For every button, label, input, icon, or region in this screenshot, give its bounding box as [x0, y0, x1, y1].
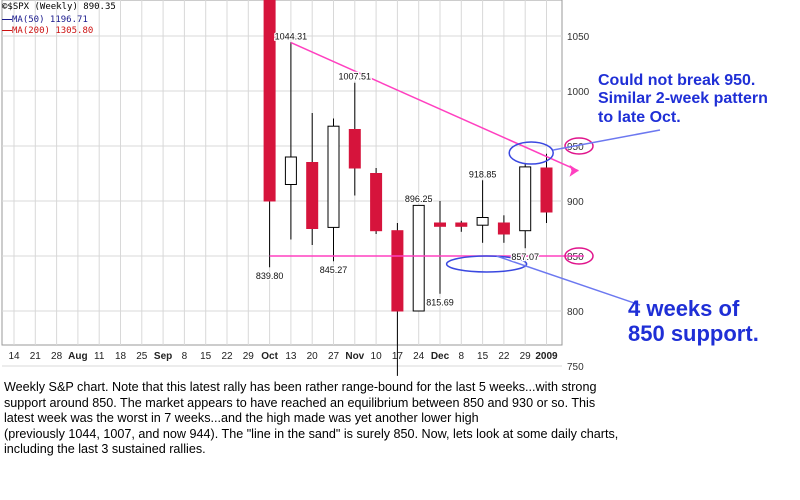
candle-body [306, 162, 319, 229]
highlight-ellipse-850 [445, 255, 528, 273]
x-tick-label: 21 [30, 351, 42, 362]
candle-body [519, 166, 532, 232]
x-tick-label: Nov [345, 351, 364, 362]
x-tick-label: Oct [261, 351, 278, 362]
y-tick-label: 1000 [567, 87, 590, 98]
legend-ma200-swatch [2, 30, 12, 31]
x-tick-label: 15 [200, 351, 212, 362]
x-tick-label: 29 [243, 351, 255, 362]
candle-body [348, 129, 361, 169]
x-tick-label: 8 [182, 351, 188, 362]
price-label: 1007.51 [339, 72, 372, 82]
x-tick-label: 18 [115, 351, 127, 362]
y-tick-label: 950 [567, 142, 584, 153]
x-tick-label: Sep [154, 351, 172, 362]
price-label: 1044.31 [275, 31, 308, 41]
plot-area [1, 0, 563, 346]
x-tick-label: 28 [51, 351, 63, 362]
y-tick-label: 800 [567, 307, 584, 318]
pointer-line-bottom [496, 255, 641, 306]
annotation-850-support: 4 weeks of 850 support. [628, 296, 759, 347]
x-tick-label: Dec [431, 351, 450, 362]
candle-body [370, 173, 383, 232]
chart-title: ©$SPX (Weekly) 890.35 [2, 2, 116, 12]
price-label: 918.85 [469, 169, 497, 179]
x-tick-label: 27 [328, 351, 340, 362]
candle-body [327, 125, 340, 228]
x-tick-label: 24 [413, 351, 425, 362]
candle-body [497, 222, 510, 235]
logo-mark: © [2, 2, 8, 12]
x-tick-label: 15 [477, 351, 489, 362]
x-tick-label: 13 [285, 351, 297, 362]
legend-ma200: MA(200) 1305.80 [2, 26, 93, 36]
highlight-ellipse-950 [508, 141, 554, 165]
annotation-could-not-break: Could not break 950. Similar 2-week patt… [598, 72, 768, 126]
candle-body [263, 0, 276, 202]
x-tick-label: 14 [8, 351, 20, 362]
y-tick-label: 900 [567, 197, 584, 208]
y-tick-label: 750 [567, 362, 584, 373]
candle-body [540, 167, 553, 213]
legend-ma50-swatch [2, 19, 12, 20]
candle-body [284, 156, 297, 185]
candle-body [391, 230, 404, 312]
x-tick-label: 8 [459, 351, 465, 362]
legend-ma50: MA(50) 1196.71 [2, 15, 88, 25]
x-tick-label: Aug [68, 351, 87, 362]
y-tick-label: 850 [567, 252, 584, 263]
circled-level-850 [564, 247, 594, 265]
circled-level-950 [564, 137, 594, 155]
resistance-arrowhead [569, 164, 579, 177]
caption-text: Weekly S&P chart. Note that this latest … [4, 380, 619, 456]
x-tick-label: 25 [136, 351, 148, 362]
x-tick-label: 10 [371, 351, 383, 362]
resistance-trendline [290, 41, 579, 172]
price-label: 845.27 [320, 265, 348, 275]
x-tick-label: 22 [221, 351, 233, 362]
x-tick-label: 22 [498, 351, 510, 362]
x-tick-label: 11 [94, 351, 105, 362]
candle-body [455, 222, 468, 227]
candle-body [476, 217, 489, 226]
price-label: 857.07 [511, 252, 539, 262]
candle-body [434, 222, 446, 227]
pointer-line-top [553, 129, 661, 151]
x-tick-label: 20 [307, 351, 319, 362]
weekly-spx-chart: 7508008509009501000105011001150120012501… [1, 0, 661, 380]
price-label: 839.80 [256, 271, 284, 281]
price-label: 815.69 [426, 298, 454, 308]
y-tick-label: 1050 [567, 32, 590, 43]
candle-body [412, 204, 425, 312]
x-tick-label: 29 [520, 351, 532, 362]
price-label: 896.25 [405, 194, 433, 204]
x-tick-label: 2009 [535, 351, 558, 362]
